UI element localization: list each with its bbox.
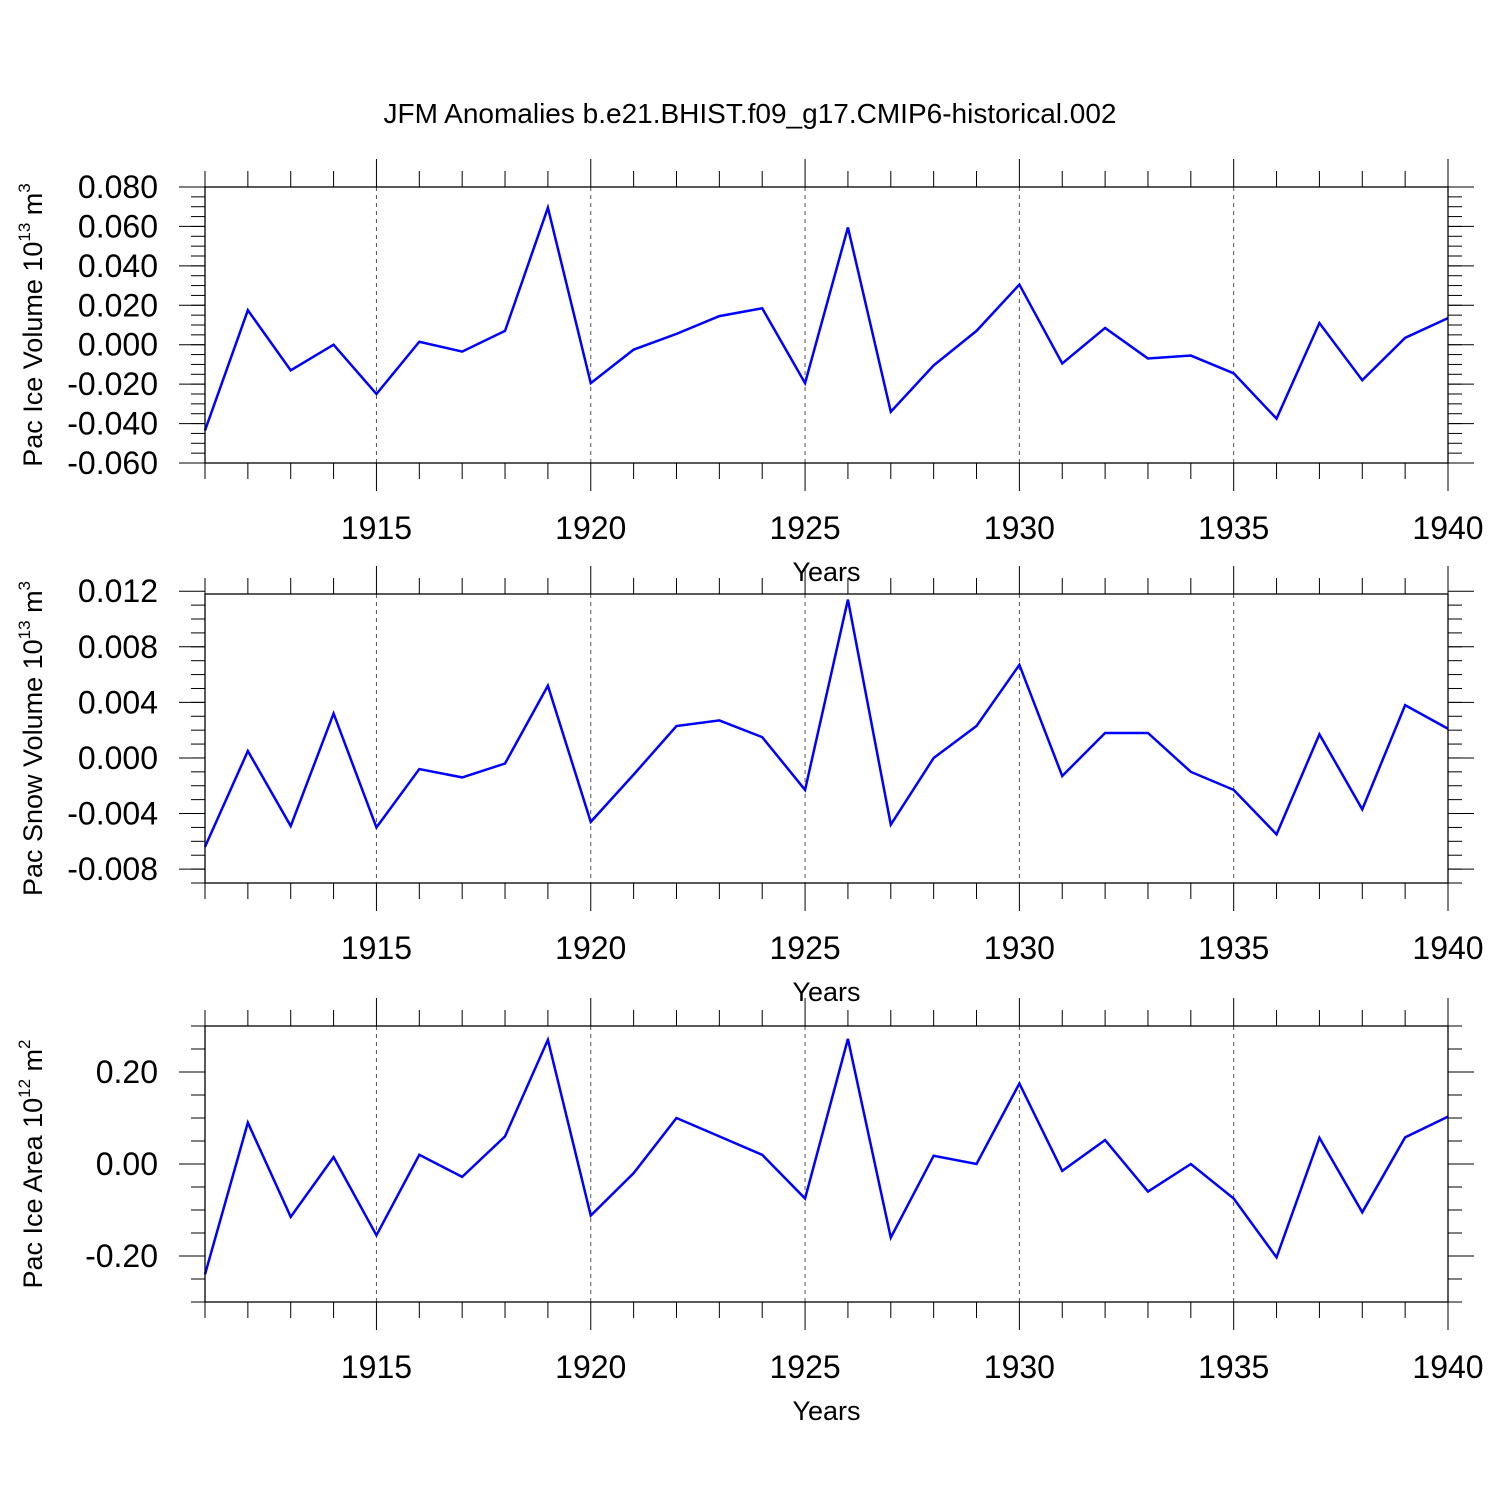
plot-frame [204, 593, 1449, 884]
y-axis-label-part: 3 [15, 183, 34, 192]
panel-2: -0.008 -0.004 0.000 0.004 0.008 0.012 1915 1920… [15, 566, 1484, 1007]
y-tick-label: -0.040 [67, 406, 158, 442]
x-tick-label: 1915 [341, 1349, 412, 1385]
x-axis-label: Years [792, 1396, 860, 1426]
chart-title: JFM Anomalies b.e21.BHIST.f09_g17.CMIP6-… [383, 98, 1116, 129]
y-tick-label: 0.000 [78, 740, 158, 776]
y-tick-label: 0.20 [96, 1054, 158, 1090]
y-axis-label-part: Pac Ice Volume 10 [18, 242, 48, 467]
y-tick-label: -0.060 [67, 445, 158, 481]
x-axis-label: Years [792, 977, 860, 1007]
x-tick-label: 1925 [769, 1349, 840, 1385]
y-axis-label: Pac Ice Volume 1013 m3 [15, 183, 48, 467]
series-line [203, 1035, 1449, 1275]
x-tick-label: 1930 [984, 510, 1055, 546]
y-tick-label: -0.20 [85, 1238, 158, 1274]
x-tick-label: 1920 [555, 930, 626, 966]
x-tick-label: 1925 [769, 930, 840, 966]
x-tick-label: 1915 [341, 930, 412, 966]
y-axis-label-part: Pac Snow Volume 10 [18, 639, 48, 896]
x-tick-label: 1930 [984, 1349, 1055, 1385]
y-tick-label: 0.012 [78, 573, 158, 609]
y-axis-label: Pac Ice Area 1012 m2 [15, 1039, 48, 1288]
plot-frame [204, 1025, 1449, 1303]
y-tick-label: 0.00 [96, 1146, 158, 1182]
y-tick-label: 0.004 [78, 684, 158, 720]
x-tick-label: 1915 [341, 510, 412, 546]
x-tick-label: 1940 [1412, 1349, 1483, 1385]
x-tick-label: 1940 [1412, 510, 1483, 546]
y-tick-label: 0.020 [78, 287, 158, 323]
y-tick-label: 0.040 [78, 248, 158, 284]
y-axis-label: Pac Snow Volume 1013 m3 [15, 581, 48, 896]
y-axis-label-part: 2 [15, 1039, 34, 1048]
x-tick-label: 1935 [1198, 1349, 1269, 1385]
y-tick-label: 0.008 [78, 629, 158, 665]
x-tick-label: 1935 [1198, 930, 1269, 966]
series-line [203, 203, 1449, 431]
y-axis-label-part: Pac Ice Area 10 [18, 1098, 48, 1289]
y-axis-label-part: 12 [15, 1079, 34, 1098]
y-axis-label-part: m [18, 193, 48, 223]
y-tick-label: -0.008 [67, 851, 158, 887]
y-tick-label: 0.060 [78, 208, 158, 244]
x-tick-label: 1925 [769, 510, 840, 546]
y-axis-label-part: 13 [15, 223, 34, 242]
x-tick-label: 1930 [984, 930, 1055, 966]
y-axis-label-part: m [18, 590, 48, 620]
series-line [203, 599, 1449, 848]
x-tick-label: 1935 [1198, 510, 1269, 546]
y-tick-label: 0.000 [78, 327, 158, 363]
y-axis-label-part: 3 [15, 581, 34, 590]
x-tick-label: 1920 [555, 1349, 626, 1385]
y-axis-label-part: 13 [15, 620, 34, 639]
x-tick-label: 1940 [1412, 930, 1483, 966]
panel-3: -0.20 0.00 0.20 1915 1920 1925 1930 1935 1940 Yea… [15, 998, 1484, 1426]
x-tick-label: 1920 [555, 510, 626, 546]
y-axis-label-part: m [18, 1049, 48, 1079]
plot-frame [204, 186, 1449, 464]
y-tick-label: -0.004 [67, 796, 158, 832]
y-tick-label: 0.080 [78, 169, 158, 205]
y-tick-label: -0.020 [67, 366, 158, 402]
panels-group: -0.060-0.040-0.0200.0000.0200.0400.0600.… [15, 159, 1484, 1426]
x-axis-label: Years [792, 557, 860, 587]
